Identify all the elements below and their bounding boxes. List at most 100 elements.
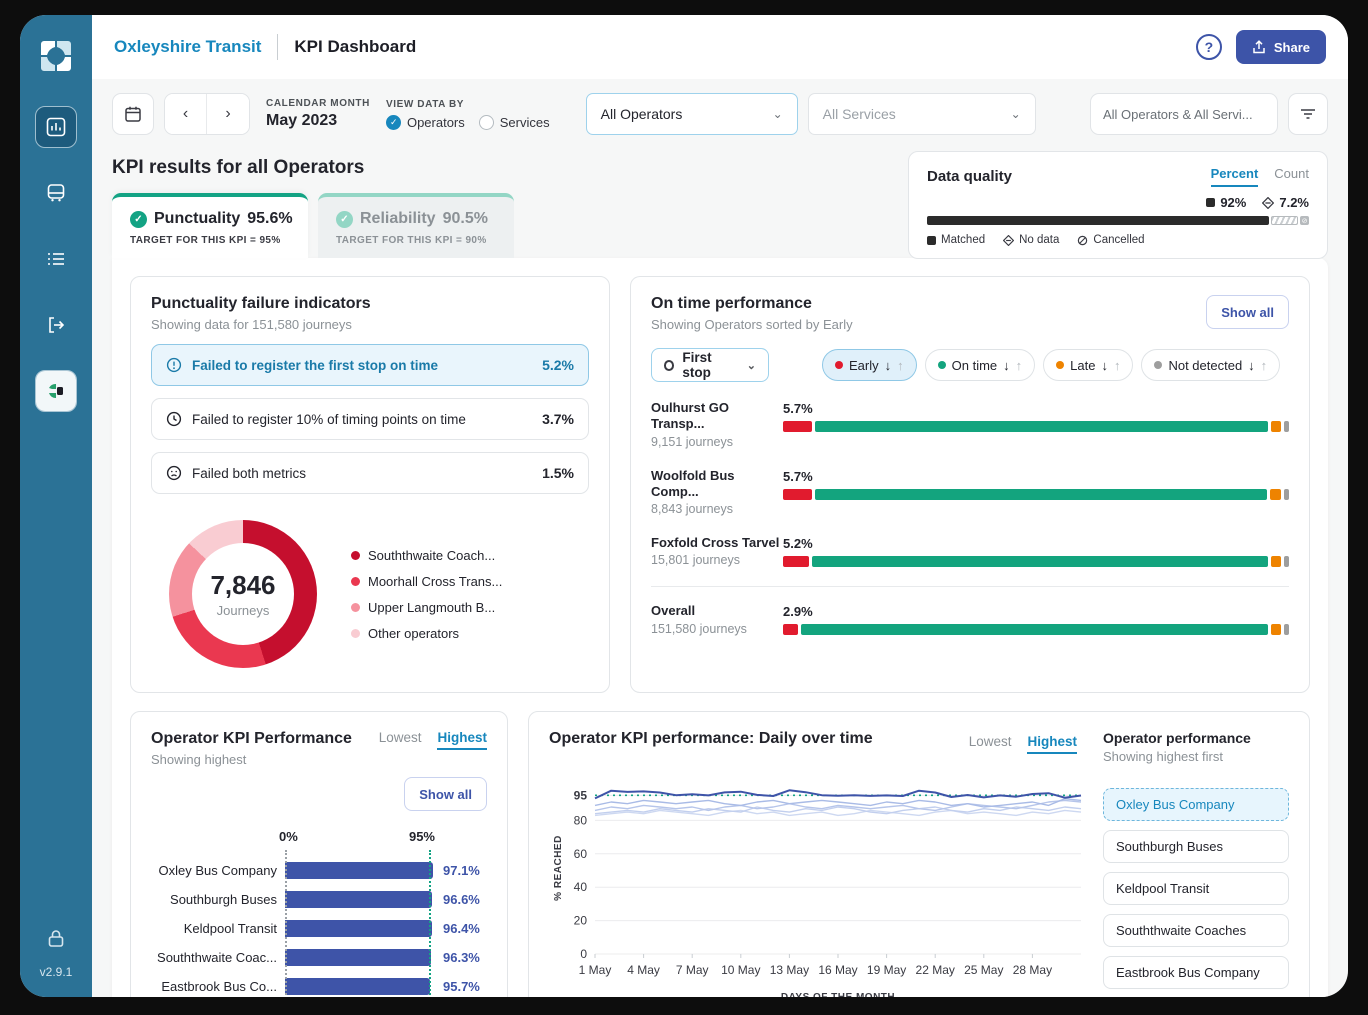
- kpi-bar[interactable]: [285, 862, 433, 879]
- app-version: v2.9.1: [40, 965, 73, 979]
- failure-indicator-row[interactable]: Failed to register 10% of timing points …: [151, 398, 589, 440]
- x-tick-label: 4 May: [627, 963, 660, 977]
- help-button[interactable]: ?: [1196, 34, 1222, 60]
- toggle-highest[interactable]: Highest: [1027, 734, 1077, 754]
- not-detected-segment: [1284, 556, 1289, 567]
- clock-icon: [166, 411, 182, 427]
- first-stop-label: First stop: [682, 350, 738, 380]
- sidebar-item-list[interactable]: [36, 239, 76, 279]
- sidebar-item-integration[interactable]: [36, 371, 76, 411]
- journeys-donut-chart: 7,846 Journeys: [169, 520, 317, 668]
- first-stop-select[interactable]: First stop ⌄: [651, 348, 769, 382]
- operator-list-item[interactable]: Eastbrook Bus Company: [1103, 956, 1289, 989]
- list-icon: [45, 248, 67, 270]
- toggle-lowest[interactable]: Lowest: [379, 730, 422, 745]
- radio-operators[interactable]: Operators: [386, 115, 465, 130]
- x-tick-label: 1 May: [579, 963, 612, 977]
- sort-chip-late[interactable]: Late ↓ ↑: [1043, 349, 1133, 381]
- operator-list-item[interactable]: Oxley Bus Company: [1103, 788, 1289, 821]
- sidebar-item-vehicles[interactable]: [36, 173, 76, 213]
- kpi-panel: Punctuality failure indicators Showing d…: [112, 258, 1328, 997]
- operator-name: Foxfold Cross Tarvel: [651, 535, 783, 551]
- chevron-down-icon: ⌄: [1011, 107, 1021, 121]
- kpi-tab-value: 90.5%: [443, 210, 488, 228]
- legend-label: Moorhall Cross Trans...: [368, 574, 502, 589]
- operators-services-search[interactable]: All Operators & All Servi...: [1090, 93, 1278, 135]
- status-dot-icon: [938, 361, 946, 369]
- ontime-show-all-button[interactable]: Show all: [1206, 295, 1289, 329]
- operator-name: Woolfold Bus Comp...: [651, 468, 783, 501]
- operator-performance-title: Operator performance: [1103, 730, 1289, 746]
- sort-chip-not-detected[interactable]: Not detected↓↑: [1141, 349, 1280, 381]
- sort-asc-icon[interactable]: ↑: [1261, 358, 1268, 373]
- y-axis-title: % REACHED: [553, 835, 564, 901]
- early-segment: [783, 421, 812, 432]
- page-title: KPI Dashboard: [294, 37, 416, 57]
- on-time-performance-card: On time performance Showing Operators so…: [630, 276, 1310, 693]
- ontime-subtitle: Showing Operators sorted by Early: [651, 317, 853, 332]
- target-gridline: [429, 850, 431, 997]
- prev-month-button[interactable]: ‹: [165, 94, 207, 134]
- sort-desc-icon[interactable]: ↓: [1101, 358, 1108, 373]
- operator-list-item[interactable]: Keldpool Transit: [1103, 872, 1289, 905]
- sort-asc-icon[interactable]: ↑: [1114, 358, 1121, 373]
- bar-label: Souththwaite Coac...: [151, 950, 285, 965]
- matched-segment: [927, 216, 1269, 225]
- brand-name[interactable]: Oxleyshire Transit: [114, 37, 261, 57]
- sort-asc-icon[interactable]: ↑: [897, 358, 904, 373]
- cancelled-segment: ⊘: [1300, 216, 1309, 225]
- failure-indicator-row[interactable]: Failed to register the first stop on tim…: [151, 344, 589, 386]
- calendar-button[interactable]: [112, 93, 154, 135]
- radio-services[interactable]: Services: [479, 115, 550, 130]
- failure-indicator-row[interactable]: Failed both metrics1.5%: [151, 452, 589, 494]
- status-dot-icon: [835, 361, 843, 369]
- y-tick-label: 95: [574, 788, 588, 802]
- opkpi-show-all-button[interactable]: Show all: [404, 777, 487, 811]
- early-segment: [783, 489, 812, 500]
- sort-desc-icon[interactable]: ↓: [1248, 358, 1255, 373]
- kpi-bar[interactable]: [285, 949, 431, 966]
- daily-line-chart: 020406080951 May4 May7 May10 May13 May16…: [549, 770, 1103, 997]
- tab-punctuality[interactable]: ✓ Punctuality 95.6% TARGET FOR THIS KPI …: [112, 193, 308, 258]
- toggle-highest[interactable]: Highest: [437, 730, 487, 750]
- check-circle-icon: ✓: [130, 211, 147, 228]
- kpi-bar-row: Souththwaite Coac...96.3%: [151, 943, 487, 972]
- x-axis-title: DAYS OF THE MONTH: [781, 992, 895, 997]
- bar-value: 96.6%: [443, 892, 487, 907]
- kpi-bar[interactable]: [285, 920, 432, 937]
- toggle-lowest[interactable]: Lowest: [969, 734, 1012, 749]
- sidebar-item-logout[interactable]: [36, 305, 76, 345]
- chip-label: Late: [1070, 358, 1095, 373]
- kpi-target: TARGET FOR THIS KPI = 95%: [130, 235, 290, 246]
- legend-label: Other operators: [368, 626, 459, 641]
- operators-select[interactable]: All Operators ⌄: [586, 93, 798, 135]
- on-time-segment: [815, 421, 1269, 432]
- next-month-button[interactable]: ›: [207, 94, 249, 134]
- sort-asc-icon[interactable]: ↑: [1016, 358, 1023, 373]
- series-Oxley Bus Company: [595, 790, 1081, 798]
- sort-desc-icon[interactable]: ↓: [885, 358, 892, 373]
- legend-no-data: No data: [1003, 234, 1059, 246]
- share-button[interactable]: Share: [1236, 30, 1326, 64]
- sort-chip-on-time[interactable]: On time↓↑: [925, 349, 1036, 381]
- sort-desc-icon[interactable]: ↓: [1003, 358, 1010, 373]
- kpi-bar[interactable]: [285, 978, 430, 995]
- kpi-bar[interactable]: [285, 891, 432, 908]
- filter-button[interactable]: [1288, 93, 1328, 135]
- kpi-tab-value: 95.6%: [247, 210, 292, 228]
- early-percent-label: 2.9%: [783, 604, 1289, 619]
- divider: [277, 34, 278, 60]
- operator-list-item[interactable]: Southburgh Buses: [1103, 830, 1289, 863]
- tab-percent[interactable]: Percent: [1211, 166, 1259, 187]
- tab-count[interactable]: Count: [1274, 166, 1309, 187]
- kpi-tab-label: Punctuality: [154, 210, 240, 228]
- services-select[interactable]: All Services ⌄: [808, 93, 1036, 135]
- legend-dot-icon: [351, 629, 360, 638]
- operator-list-item[interactable]: Souththwaite Coaches: [1103, 914, 1289, 947]
- x-tick-label: 7 May: [676, 963, 709, 977]
- sort-chip-early[interactable]: Early↓↑: [822, 349, 917, 381]
- tab-reliability[interactable]: ✓ Reliability 90.5% TARGET FOR THIS KPI …: [318, 193, 514, 258]
- x-tick-label: 25 May: [964, 963, 1003, 977]
- late-segment: [1271, 556, 1282, 567]
- sidebar-item-dashboard[interactable]: [36, 107, 76, 147]
